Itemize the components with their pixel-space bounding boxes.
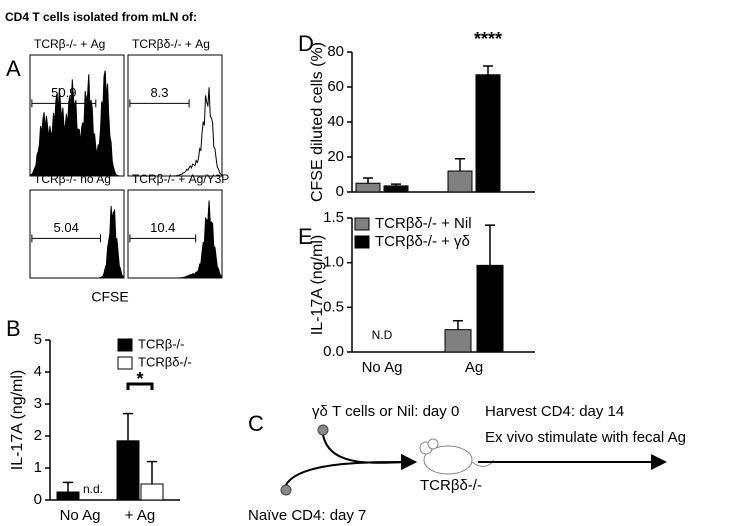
- annotation: *: [136, 369, 143, 389]
- y-tick-label: 4: [34, 363, 42, 380]
- flow-title: CD4 T cells isolated from mLN of:: [5, 10, 197, 24]
- y-axis-label: IL-17A (ng/ml): [9, 370, 26, 470]
- y-tick-label: 60: [327, 78, 344, 95]
- legend-label: TCRβδ-/- + Nil: [375, 215, 472, 232]
- legend-label: TCRβ-/-: [138, 336, 184, 351]
- legend-swatch: [117, 338, 133, 352]
- flow-x-label: CFSE: [91, 289, 128, 305]
- naive-dot: [280, 484, 292, 496]
- bar: [116, 440, 140, 501]
- histogram: [128, 200, 223, 279]
- y-tick-label: 0.5: [323, 298, 344, 315]
- bar: [140, 483, 164, 501]
- bar: [447, 170, 473, 193]
- annotation: ****: [474, 29, 502, 49]
- annotation: N.D: [372, 328, 393, 342]
- flow-box: [127, 54, 223, 177]
- y-tick-label: 5: [34, 331, 42, 348]
- y-tick-label: 2: [34, 427, 42, 444]
- panel-label: B: [6, 316, 21, 341]
- panel-label: A: [6, 56, 21, 81]
- panel-label: E: [298, 224, 313, 249]
- flow-panel-label: TCRβ-/- no Ag: [34, 172, 111, 186]
- histogram: [128, 87, 223, 177]
- y-tick-label: 80: [327, 43, 344, 60]
- x-tick-label: No Ag: [60, 507, 101, 524]
- diagram-label: Harvest CD4: day 14: [485, 403, 624, 420]
- legend-label: TCRβδ-/- + γδ: [375, 233, 470, 250]
- arrow: [285, 453, 417, 486]
- bar: [355, 182, 381, 193]
- y-tick-label: 40: [327, 113, 344, 130]
- x-tick-label: Ag: [465, 359, 483, 376]
- y-axis-label: IL-17A (ng/ml): [309, 235, 326, 335]
- diagram-label: γδ T cells or Nil: day 0: [312, 403, 459, 420]
- annotation: n.d.: [83, 482, 103, 496]
- flow-panel-label: TCRβδ-/- + Ag: [132, 37, 210, 51]
- gate-value: 8.3: [150, 85, 168, 100]
- bar: [383, 185, 409, 193]
- bar: [476, 264, 504, 353]
- legend-swatch: [354, 217, 370, 231]
- y-tick-label: 1: [34, 459, 42, 476]
- legend-swatch: [117, 356, 133, 370]
- y-tick-label: 20: [327, 148, 344, 165]
- y-tick-label: 0.0: [323, 343, 344, 360]
- mouse-icon: [419, 438, 495, 475]
- diagram-label: Naïve CD4: day 7: [248, 507, 366, 524]
- y-tick-label: 1.0: [323, 254, 344, 271]
- flow-panel-label: TCRβ-/- + Ag: [34, 37, 105, 51]
- y-tick-label: 1.5: [323, 209, 344, 226]
- diagram-label: TCRβδ-/-: [420, 477, 482, 494]
- diagram-label: Ex vivo stimulate with fecal Ag: [485, 429, 686, 446]
- y-axis-label: CFSE diluted cells (%): [309, 42, 326, 202]
- gate-value: 10.4: [150, 220, 175, 235]
- legend-label: TCRβδ-/-: [138, 354, 192, 369]
- x-tick-label: + Ag: [125, 507, 155, 524]
- y-tick-label: 3: [34, 395, 42, 412]
- x-tick-label: No Ag: [362, 359, 403, 376]
- flow-panel-label: TCRβ-/- + Ag/Y3P: [132, 172, 229, 186]
- gate-value: 5.04: [54, 220, 79, 235]
- donor-dot: [317, 424, 329, 436]
- y-tick-label: 0: [34, 491, 42, 508]
- bar: [444, 329, 472, 353]
- histogram: [29, 70, 125, 177]
- gate-value: 50.9: [51, 85, 76, 100]
- panel-label: D: [298, 31, 314, 56]
- significance-bracket: [126, 382, 154, 390]
- y-tick-label: 0: [336, 183, 344, 200]
- bar: [56, 491, 80, 501]
- bar: [475, 74, 501, 193]
- panel-label: C: [248, 411, 264, 436]
- histogram: [30, 205, 125, 279]
- arrow: [322, 434, 417, 471]
- legend-swatch: [354, 235, 370, 249]
